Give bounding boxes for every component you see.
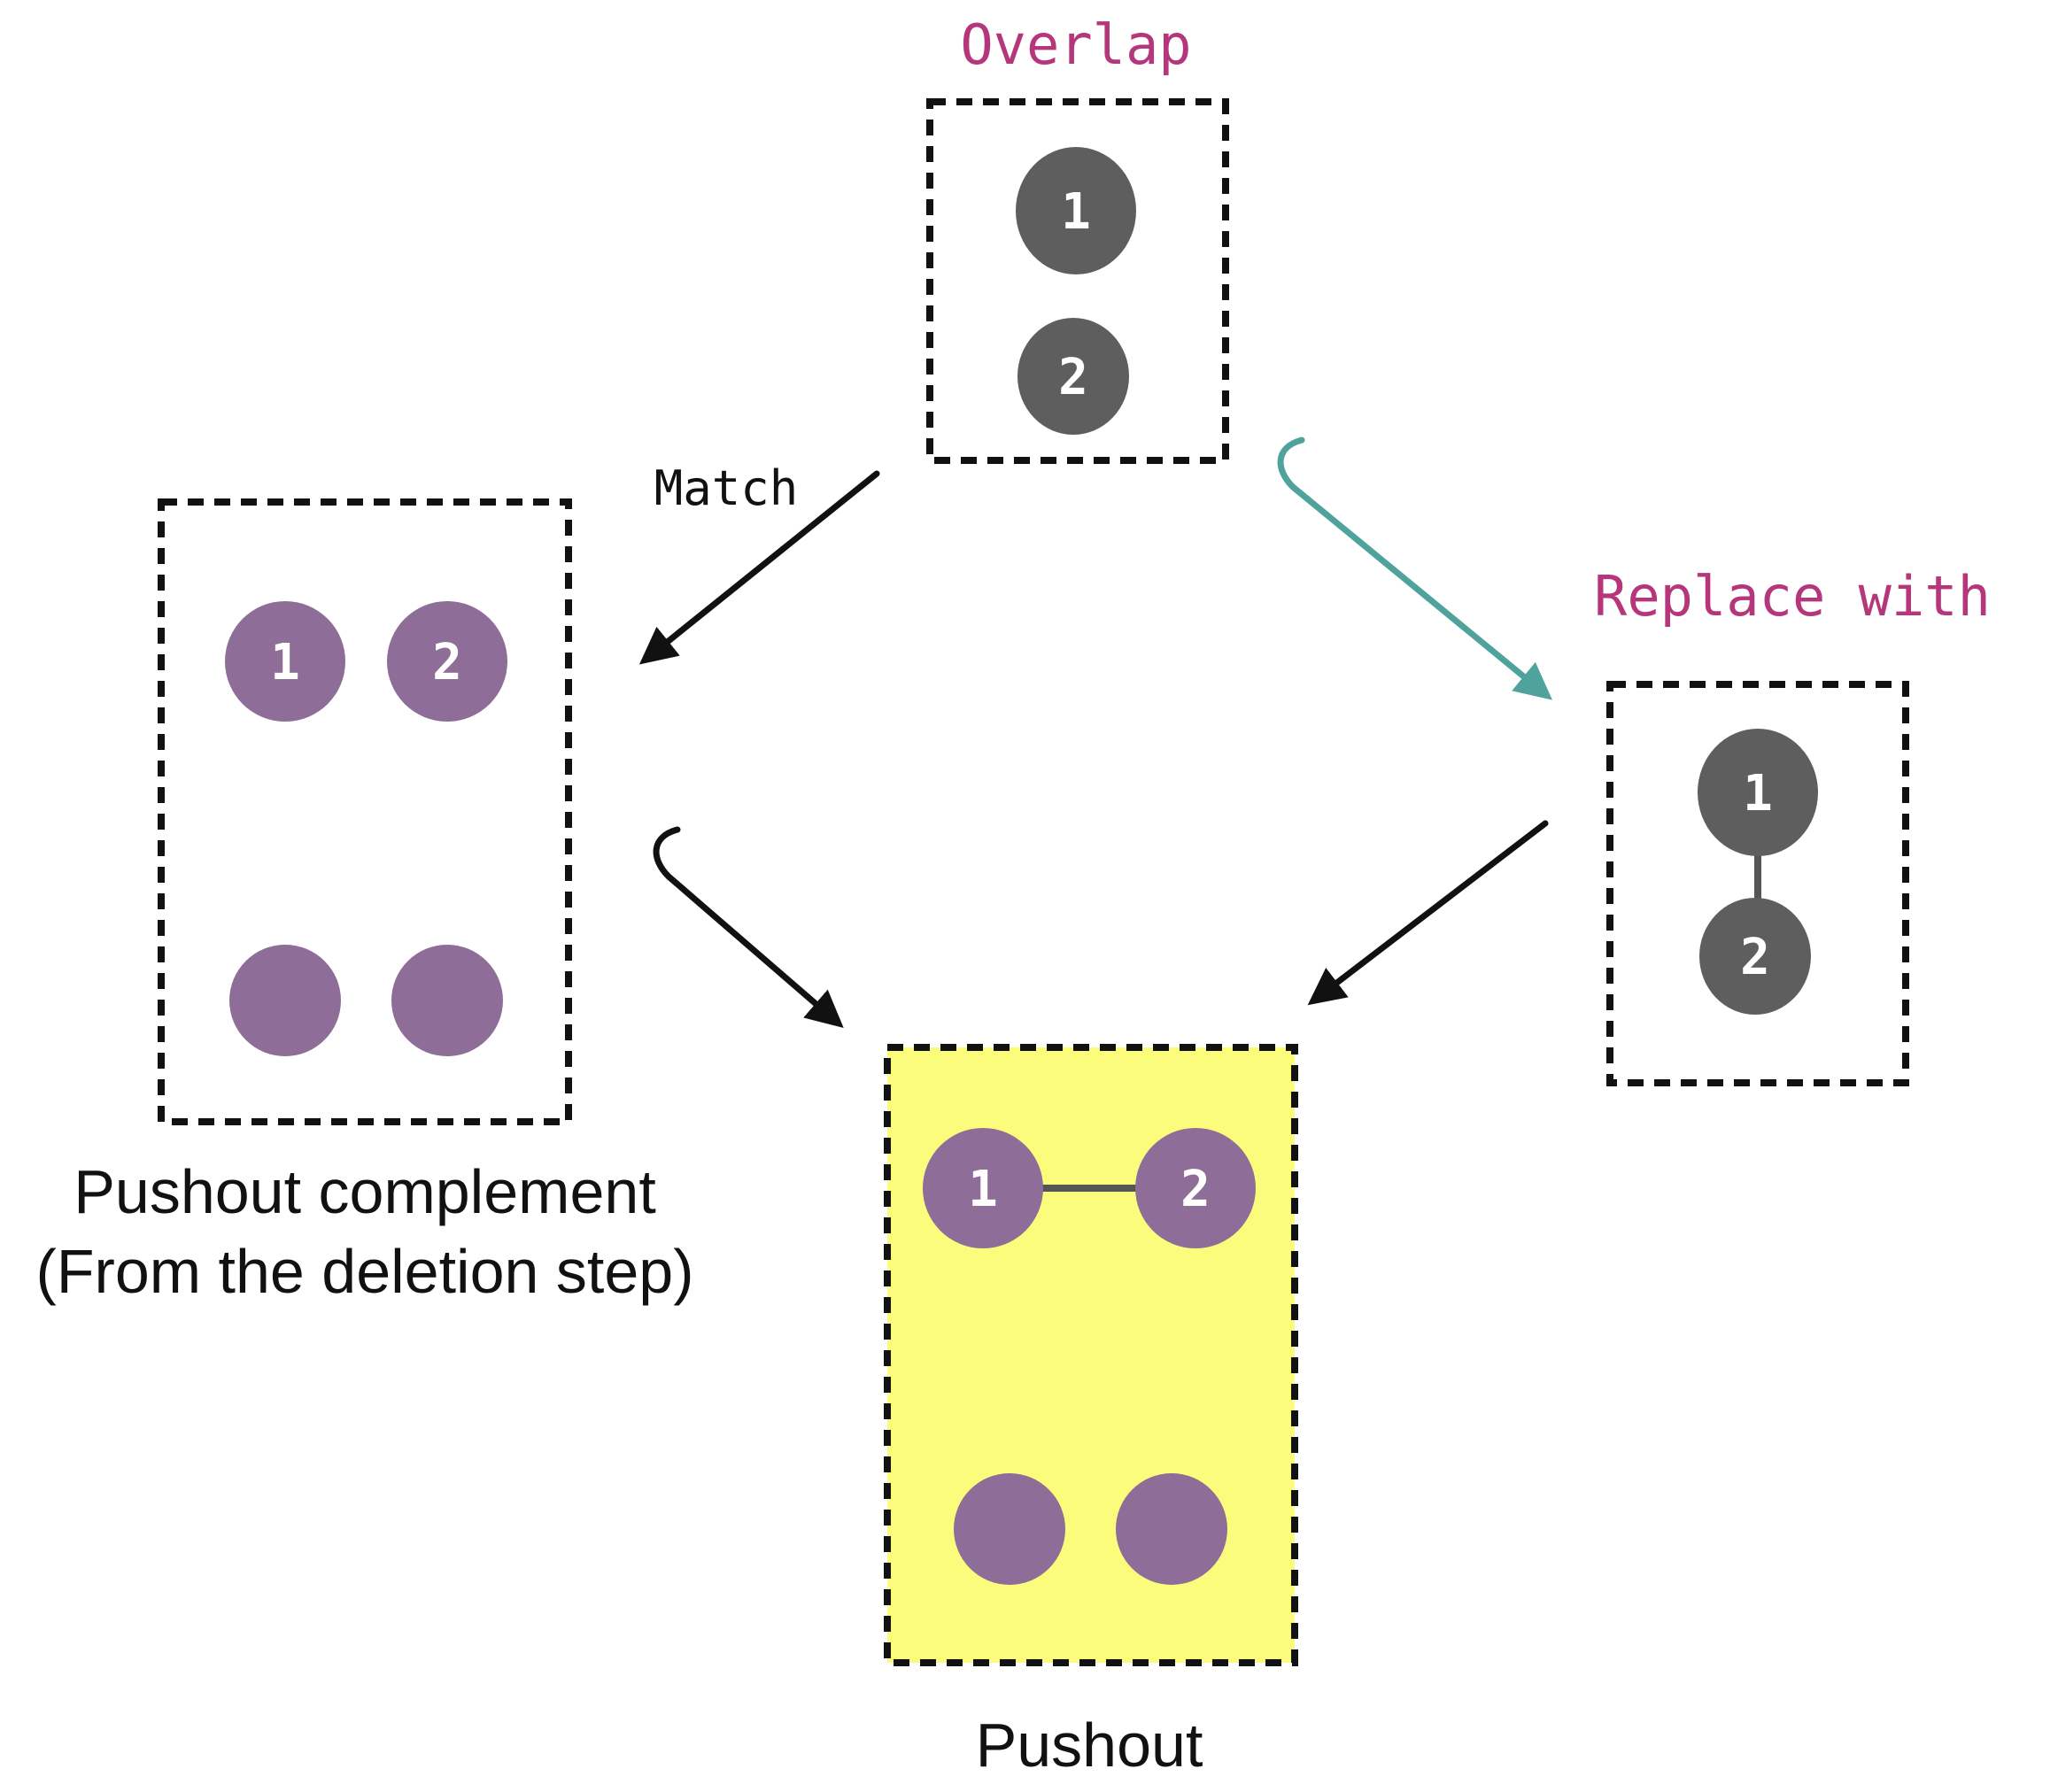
replace-node-1-label: 1 (1743, 765, 1773, 823)
pushout-complement-label-line1: Pushout complement (74, 1157, 656, 1226)
overlap-node-1-label: 1 (1061, 183, 1091, 241)
pushout-complement-box-border (158, 498, 572, 1125)
complement-node-2: 2 (387, 601, 507, 722)
pushout-node-1: 1 (923, 1128, 1043, 1248)
pushout-box: 1 2 (884, 1044, 1298, 1666)
pushout-node-4 (1116, 1473, 1227, 1585)
replace-node-2: 2 (1699, 898, 1811, 1015)
replace-node-2-label: 2 (1740, 929, 1770, 986)
pushout-node-3 (954, 1473, 1065, 1585)
replace-with-label: Replace with (1594, 564, 1991, 629)
complement-node-4 (391, 945, 503, 1056)
overlap-node-1: 1 (1016, 147, 1136, 274)
replace-node-1: 1 (1698, 729, 1818, 856)
pushout-node-1-label: 1 (968, 1161, 998, 1218)
overlap-node-2-label: 2 (1058, 349, 1088, 406)
overlap-box: 1 2 (926, 98, 1229, 464)
overlap-node-2: 2 (1017, 318, 1129, 435)
complement-node-1-label: 1 (270, 634, 300, 691)
overlap-box-border (926, 98, 1229, 464)
pushout-node-2-label: 2 (1180, 1161, 1211, 1218)
match-label: Match (654, 460, 799, 516)
replace-box: 1 2 (1606, 681, 1909, 1086)
pushout-node-2: 2 (1135, 1128, 1256, 1248)
pushout-complement-label-line2: (From the deletion step) (35, 1237, 693, 1306)
pushout-complement-box: 1 2 (158, 498, 572, 1125)
complement-node-2-label: 2 (432, 634, 462, 691)
complement-node-3 (229, 945, 341, 1056)
complement-node-1: 1 (225, 601, 345, 722)
replace-box-border (1606, 681, 1909, 1086)
complement-to-pushout-arrow (653, 826, 844, 1028)
replace-arrow (1277, 436, 1552, 700)
match-arrow (638, 470, 880, 665)
replace-to-pushout-arrow (1307, 820, 1549, 1006)
overlap-label: Overlap (960, 12, 1191, 77)
pushout-label: Pushout (976, 1711, 1203, 1780)
